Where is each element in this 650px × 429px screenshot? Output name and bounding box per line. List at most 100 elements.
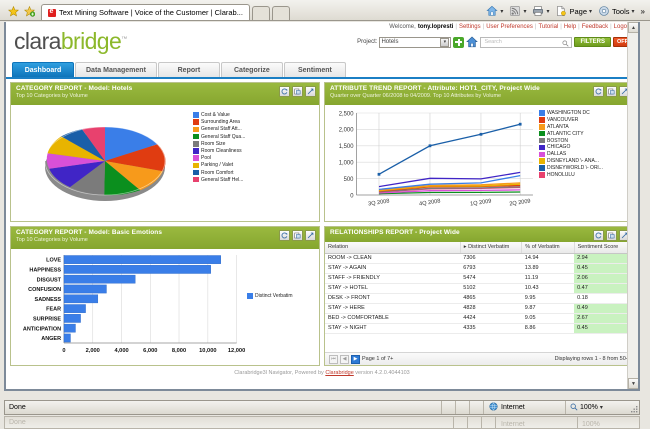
table-row[interactable]: STAY -> AGAIN 6793 13.89 0.45 xyxy=(325,263,633,274)
legend-swatch xyxy=(539,110,545,116)
column-header-relation[interactable]: Relation xyxy=(325,242,461,254)
export-icon[interactable] xyxy=(606,86,617,97)
svg-text:3Q 2008: 3Q 2008 xyxy=(368,198,390,207)
tab-sentiment[interactable]: Sentiment xyxy=(283,62,346,77)
legend-item: ATLANTA xyxy=(539,124,603,130)
search-icon xyxy=(562,39,570,49)
refresh-icon[interactable] xyxy=(593,230,604,241)
tab-categorize[interactable]: Categorize xyxy=(220,62,283,77)
maximize-icon[interactable] xyxy=(305,230,316,241)
bar-chart[interactable]: LOVE HAPPINESS DISGUST CONFUSION SADNESS… xyxy=(13,251,317,363)
next-page-button[interactable]: ▶ xyxy=(351,354,360,364)
table-row[interactable]: BED -> COMFORTABLE 4424 9.05 2.67 xyxy=(325,313,633,324)
refresh-icon[interactable] xyxy=(279,86,290,97)
prev-page-button[interactable]: ◀ xyxy=(340,354,349,364)
panel-subtitle: Top 10 Categories by Volume xyxy=(16,237,88,243)
page-scrollbar[interactable]: ▲ ▼ xyxy=(627,22,638,389)
svg-text:1Q 2009: 1Q 2009 xyxy=(470,198,492,207)
page-menu-button[interactable]: Page ▾ xyxy=(553,5,594,17)
divider: | xyxy=(482,24,485,30)
cell-pct: 14.94 xyxy=(521,253,575,264)
cell-pct: 9.05 xyxy=(521,313,575,324)
panel-header-actions xyxy=(593,86,630,97)
column-header-sentiment-score[interactable]: Sentiment Score xyxy=(574,242,633,254)
export-icon[interactable] xyxy=(292,230,303,241)
line-chart[interactable]: 2,500 2,000 1,500 1,000 500 0 3Q 2008 4Q… xyxy=(327,107,631,219)
scroll-up-button[interactable]: ▲ xyxy=(628,22,638,33)
table-row[interactable]: STAY -> HOTEL 5102 10.43 0.47 xyxy=(325,283,633,294)
scroll-down-button[interactable]: ▼ xyxy=(628,378,638,389)
table-row[interactable]: STAY -> HERE 4828 9.87 0.49 xyxy=(325,303,633,314)
table-row[interactable]: ROOM -> CLEAN 7306 14.94 2.94 xyxy=(325,253,633,264)
legend-swatch xyxy=(539,124,545,130)
legend-label: General Staff Qua... xyxy=(201,133,246,140)
cell-distinct: 6793 xyxy=(460,263,522,274)
browser-command-bar: ▾ ▾ ▾ Page ▾ Tools ▾ » xyxy=(484,5,647,20)
pie-chart[interactable] xyxy=(21,111,189,211)
add-favorite-icon[interactable] xyxy=(24,6,35,17)
maximize-icon[interactable] xyxy=(305,86,316,97)
feeds-button[interactable]: ▾ xyxy=(507,5,528,17)
legend-swatch xyxy=(193,155,199,161)
status-bar-reflection: Done Internet 100% xyxy=(4,416,640,429)
favorites-star-icon[interactable] xyxy=(8,6,19,17)
cell-relation: STAY -> HOTEL xyxy=(325,283,461,294)
cell-relation: BED -> COMFORTABLE xyxy=(325,313,461,324)
link-feedback[interactable]: Feedback xyxy=(581,24,609,30)
user-name: tony.lopresti xyxy=(417,24,454,30)
link-tutorial[interactable]: Tutorial xyxy=(538,24,559,30)
home-button[interactable]: ▾ xyxy=(484,5,505,17)
legend-item: HONOLULU xyxy=(539,172,603,178)
legend-swatch xyxy=(193,169,199,176)
table-row[interactable]: DESK -> FRONT 4865 9.95 0.18 xyxy=(325,293,633,304)
link-help[interactable]: Help xyxy=(563,24,577,30)
browser-tab[interactable]: Text Mining Software | Voice of the Cust… xyxy=(41,4,250,20)
first-page-button[interactable]: ⏮ xyxy=(329,354,338,364)
project-select[interactable]: Hotels ▾ xyxy=(379,36,452,48)
legend-item: Pool xyxy=(193,155,245,161)
footer-link-clarabridge[interactable]: Clarabridge xyxy=(325,370,354,376)
tab-dashboard[interactable]: Dashboard xyxy=(12,62,74,77)
tab-list-button[interactable] xyxy=(271,6,290,20)
table-row[interactable]: STAFF -> FRIENDLY 5474 11.19 2.06 xyxy=(325,273,633,284)
cell-distinct: 4335 xyxy=(460,323,522,334)
panel-attribute-trend-report: ATTRIBUTE TREND REPORT - Attribute: HOT1… xyxy=(324,82,634,222)
column-header-pct-verbatim[interactable]: % of Verbatim xyxy=(521,242,575,254)
new-tab-button[interactable] xyxy=(251,6,270,20)
print-button[interactable]: ▾ xyxy=(530,5,551,17)
panel-header: ATTRIBUTE TREND REPORT - Attribute: HOT1… xyxy=(325,83,633,105)
column-header-distinct-verbatim[interactable]: ▸ Distinct Verbatim xyxy=(460,242,523,254)
add-project-icon[interactable] xyxy=(453,36,465,48)
legend-item: Cost & Value xyxy=(193,112,245,118)
tab-data-management[interactable]: Data Management xyxy=(75,62,157,77)
zone-label: Internet xyxy=(501,404,525,411)
refresh-icon[interactable] xyxy=(279,230,290,241)
page-indicator: Page 1 of 7+ xyxy=(362,356,394,362)
legend-item: WASHINGTON DC xyxy=(539,110,603,116)
table-row[interactable]: STAY -> NIGHT 4335 8.86 0.45 xyxy=(325,323,633,334)
cell-sentiment: 0.45 xyxy=(574,263,633,274)
link-logout[interactable]: Logout xyxy=(613,24,632,30)
link-settings[interactable]: Settings xyxy=(458,24,481,30)
legend-item: Room Size xyxy=(193,141,245,147)
resize-grip[interactable] xyxy=(627,401,639,414)
zoom-control[interactable]: 100% ▾ xyxy=(565,401,627,414)
legend-label: ATLANTA xyxy=(547,123,569,130)
export-icon[interactable] xyxy=(292,86,303,97)
search-input[interactable]: Search xyxy=(480,36,573,49)
refresh-icon[interactable] xyxy=(593,86,604,97)
legend-label: Cost & Value xyxy=(201,112,230,118)
panel-header: CATEGORY REPORT - Model: Hotels Top 10 C… xyxy=(11,83,319,105)
svg-text:ANTICIPATION: ANTICIPATION xyxy=(23,326,61,332)
link-user-preferences[interactable]: User Preferences xyxy=(486,24,533,30)
legend-swatch xyxy=(193,133,199,140)
tools-menu-button[interactable]: Tools ▾ xyxy=(596,5,637,17)
security-zone[interactable]: Internet xyxy=(483,401,565,414)
tab-report[interactable]: Report xyxy=(157,62,220,77)
cell-distinct: 5102 xyxy=(460,283,522,294)
zoom-caret-icon[interactable]: ▾ xyxy=(599,405,603,411)
toolbar-overflow-icon[interactable]: » xyxy=(640,6,645,16)
home-dashboard-icon[interactable] xyxy=(466,36,479,48)
filters-button[interactable]: FILTERS xyxy=(574,37,611,47)
export-icon[interactable] xyxy=(606,230,617,241)
